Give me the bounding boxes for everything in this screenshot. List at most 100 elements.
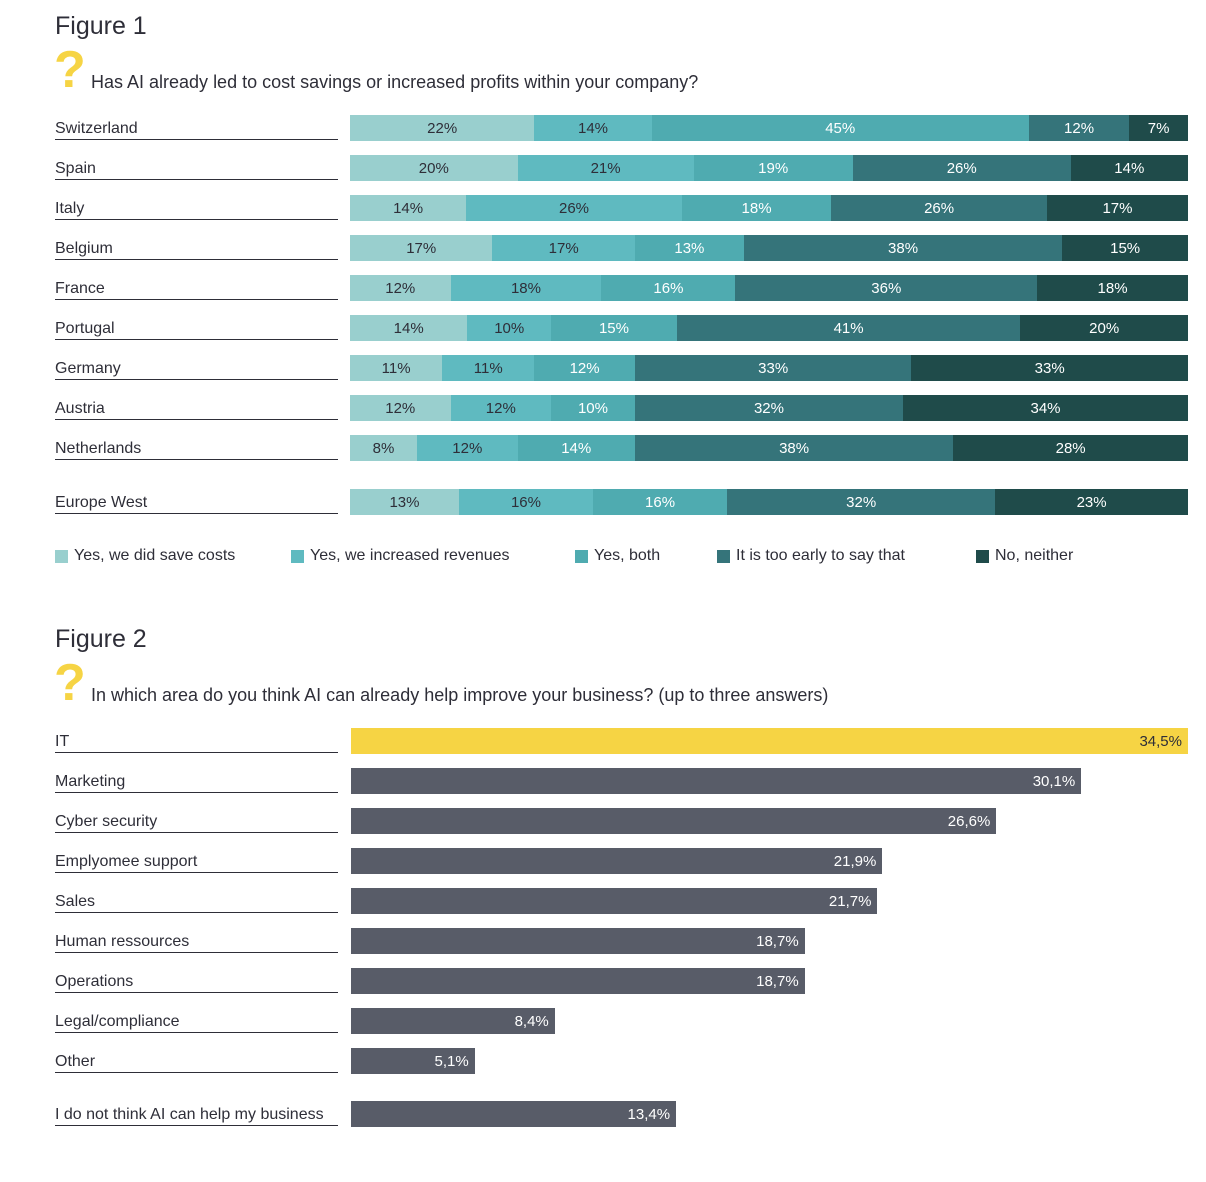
bar-segment: 26% xyxy=(831,195,1047,221)
bar-segment: 17% xyxy=(1046,195,1188,221)
bar-segment: 15% xyxy=(551,315,677,341)
row-label: I do not think AI can help my business xyxy=(55,1106,338,1126)
legend-swatch xyxy=(976,549,989,563)
bar: 5,1% xyxy=(351,1048,475,1074)
bar-segment: 18% xyxy=(450,275,602,301)
bar-segment: 14% xyxy=(350,315,468,341)
legend-swatch xyxy=(291,549,304,563)
bar-segment: 16% xyxy=(593,489,728,515)
legend-label: It is too early to say that xyxy=(736,547,905,564)
bar: 21,7% xyxy=(351,888,878,914)
bar-segment: 12% xyxy=(534,355,635,381)
bar-segment: 11% xyxy=(442,355,535,381)
bar-segment: 21% xyxy=(517,155,694,181)
stacked-bar: 12% 18% 16% 36% 18% xyxy=(350,275,1188,301)
row-label: Switzerland xyxy=(55,120,338,140)
row-label: Other xyxy=(55,1053,338,1073)
bar-segment: 16% xyxy=(458,489,594,515)
figure1-question: Has AI already led to cost savings or in… xyxy=(91,72,699,92)
bar-segment: 8% xyxy=(350,435,418,461)
bar: 8,4% xyxy=(351,1008,555,1034)
legend-label: Yes, we increased revenues xyxy=(310,547,510,564)
bar-segment: 32% xyxy=(727,489,996,515)
stacked-bar: 11% 11% 12% 33% 33% xyxy=(350,355,1188,381)
bar-segment: 12% xyxy=(417,435,518,461)
bar-segment: 14% xyxy=(1070,155,1188,181)
bar-segment: 28% xyxy=(953,435,1188,461)
row-label: IT xyxy=(55,733,338,753)
bar-segment: 32% xyxy=(634,395,904,421)
row-label: Cyber security xyxy=(55,813,338,833)
row-label: Emplyomee support xyxy=(55,853,338,873)
stacked-bar: 14% 10% 15% 41% 20% xyxy=(350,315,1188,341)
stacked-bar: 12% 12% 10% 32% 34% xyxy=(350,395,1188,421)
bar-segment: 33% xyxy=(911,355,1188,381)
bar-segment: 14% xyxy=(534,115,652,141)
legend-item: It is too early to say that xyxy=(717,547,905,565)
bar-segment: 18% xyxy=(681,195,832,221)
bar: 30,1% xyxy=(351,768,1082,794)
bar-segment: 15% xyxy=(1062,235,1188,261)
stacked-bar: 13% 16% 16% 32% 23% xyxy=(350,489,1188,515)
bar-segment: 18% xyxy=(1037,275,1188,301)
legend-label: Yes, both xyxy=(594,547,661,564)
bar: 13,4% xyxy=(351,1101,677,1127)
chart-legend: Yes, we did save costs Yes, we increased … xyxy=(55,547,1185,567)
legend-label: Yes, we did save costs xyxy=(74,547,236,564)
bar-segment: 19% xyxy=(693,155,853,181)
legend-swatch xyxy=(55,549,68,563)
bar-segment: 26% xyxy=(852,155,1071,181)
stacked-bar: 22% 14% 45% 12% 7% xyxy=(350,115,1188,141)
bar-segment: 41% xyxy=(676,315,1021,341)
row-label: Germany xyxy=(55,360,338,380)
bar-segment: 20% xyxy=(1020,315,1188,341)
bar-segment: 16% xyxy=(601,275,736,301)
bar-segment: 10% xyxy=(551,395,635,421)
stacked-bar: 17% 17% 13% 38% 15% xyxy=(350,235,1188,261)
bar-segment: 11% xyxy=(350,355,443,381)
row-label: Austria xyxy=(55,400,338,420)
bar: 26,6% xyxy=(351,808,997,834)
figure2-question: In which area do you think AI can alread… xyxy=(91,685,829,705)
legend-label: No, neither xyxy=(995,547,1074,564)
bar: 18,7% xyxy=(351,928,805,954)
bar-segment: 26% xyxy=(466,195,682,221)
bar-segment: 23% xyxy=(995,489,1188,515)
bar-segment: 33% xyxy=(634,355,912,381)
bar-segment: 20% xyxy=(350,155,518,181)
figure1-title: Figure 1 xyxy=(55,12,147,40)
bar: 18,7% xyxy=(351,968,805,994)
figure2-title: Figure 2 xyxy=(55,625,147,653)
stacked-bar: 8% 12% 14% 38% 28% xyxy=(350,435,1188,461)
row-label: Italy xyxy=(55,200,338,220)
legend-item: No, neither xyxy=(976,547,1073,565)
row-label: Belgium xyxy=(55,240,338,260)
row-label: Sales xyxy=(55,893,338,913)
row-label: Operations xyxy=(55,973,338,993)
stacked-bar: 14% 26% 18% 26% 17% xyxy=(350,195,1188,221)
bar-segment: 13% xyxy=(634,235,744,261)
question-mark-icon: ? xyxy=(54,654,86,712)
bar-segment: 12% xyxy=(1028,115,1130,141)
bar-segment: 34% xyxy=(903,395,1188,421)
stacked-bar: 20% 21% 19% 26% 14% xyxy=(350,155,1188,181)
bar: 34,5% xyxy=(351,728,1188,754)
legend-item: Yes, we increased revenues xyxy=(291,547,510,565)
row-label: Spain xyxy=(55,160,338,180)
bar-segment: 14% xyxy=(517,435,635,461)
row-label: Marketing xyxy=(55,773,338,793)
bar-segment: 45% xyxy=(651,115,1029,141)
bar: 21,9% xyxy=(351,848,883,874)
row-label: Portugal xyxy=(55,320,338,340)
row-label: France xyxy=(55,280,338,300)
bar-segment: 22% xyxy=(350,115,535,141)
bar-segment: 12% xyxy=(350,395,451,421)
legend-item: Yes, both xyxy=(575,547,660,565)
bar-segment: 12% xyxy=(450,395,552,421)
bar-segment: 12% xyxy=(350,275,451,301)
bar-segment: 17% xyxy=(492,235,635,261)
legend-item: Yes, we did save costs xyxy=(55,547,235,565)
question-mark-icon: ? xyxy=(54,41,86,99)
legend-swatch xyxy=(717,549,730,563)
row-label: Legal/compliance xyxy=(55,1013,338,1033)
